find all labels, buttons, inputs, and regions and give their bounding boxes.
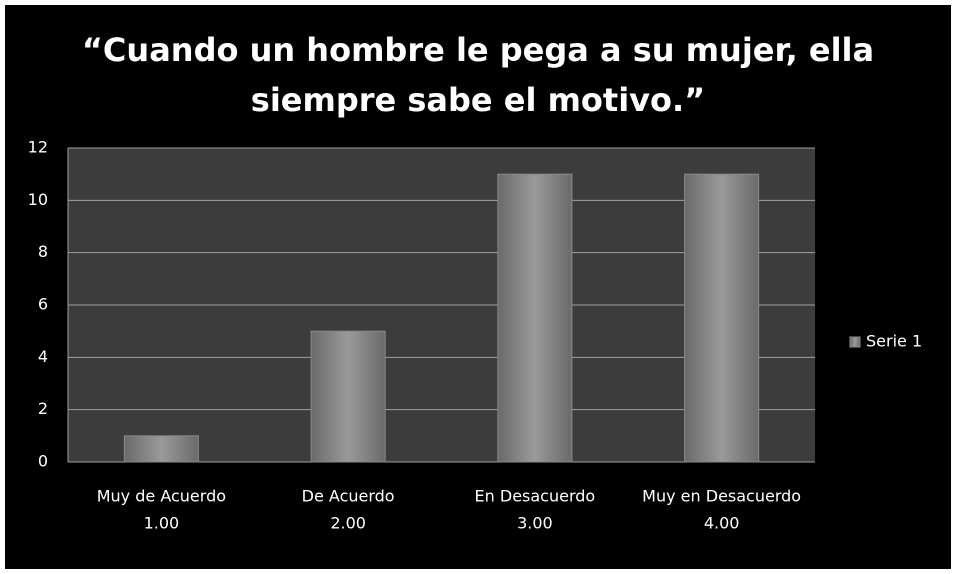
bar bbox=[497, 173, 573, 463]
y-tick-label: 2 bbox=[38, 399, 48, 418]
chart-title: siempre sabe el motivo.” bbox=[251, 81, 705, 119]
legend-label: Serie 1 bbox=[866, 332, 922, 351]
y-tick-label: 0 bbox=[38, 452, 48, 471]
legend-swatch bbox=[849, 336, 861, 348]
y-tick-label: 8 bbox=[38, 242, 48, 261]
x-tick-label: Muy de Acuerdo bbox=[97, 487, 226, 506]
y-tick-label: 4 bbox=[38, 347, 48, 366]
x-tick-label: 3.00 bbox=[517, 514, 553, 533]
x-tick-label: Muy en Desacuerdo bbox=[642, 487, 801, 506]
x-tick-label: De Acuerdo bbox=[302, 487, 395, 506]
bar bbox=[684, 173, 760, 463]
y-tick-label: 12 bbox=[28, 138, 48, 157]
chart-title: “Cuando un hombre le pega a su mujer, el… bbox=[82, 31, 874, 69]
bar bbox=[123, 435, 199, 463]
x-tick-label: En Desacuerdo bbox=[475, 487, 596, 506]
x-tick-label: 2.00 bbox=[330, 514, 366, 533]
x-tick-label: 1.00 bbox=[144, 514, 180, 533]
bar bbox=[310, 330, 386, 463]
x-tick-label: 4.00 bbox=[704, 514, 740, 533]
y-tick-label: 10 bbox=[28, 190, 48, 209]
y-tick-label: 6 bbox=[38, 295, 48, 314]
